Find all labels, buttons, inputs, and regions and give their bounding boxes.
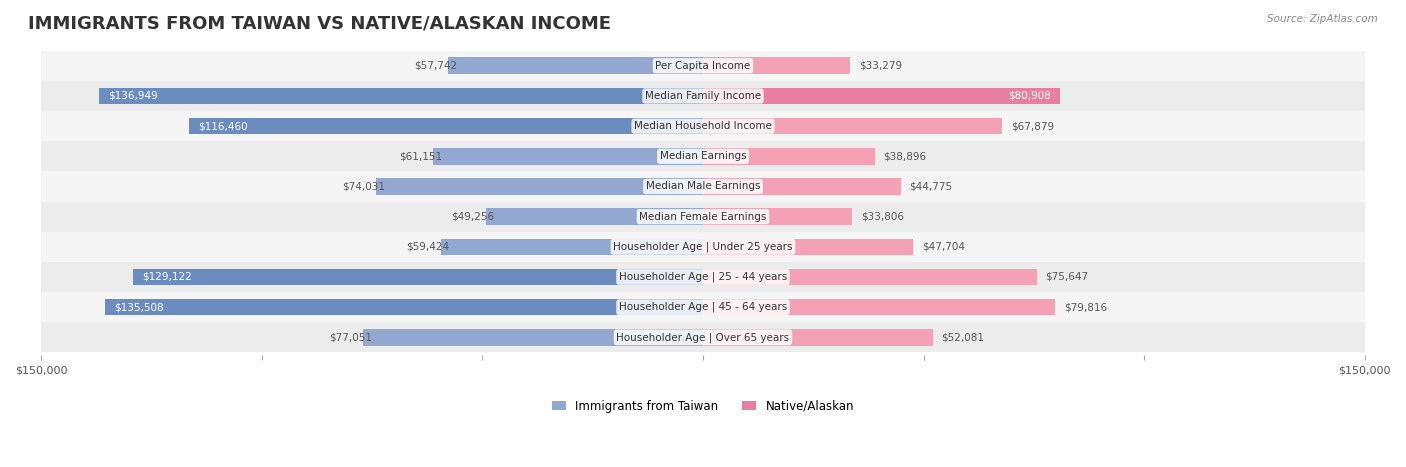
Text: $33,806: $33,806 xyxy=(860,212,904,222)
Bar xyxy=(441,239,703,255)
Bar xyxy=(190,118,703,134)
Text: $129,122: $129,122 xyxy=(142,272,193,282)
Text: $33,279: $33,279 xyxy=(859,61,901,71)
Bar xyxy=(703,178,900,195)
Text: $59,424: $59,424 xyxy=(406,242,450,252)
Bar xyxy=(41,141,1365,171)
Text: Source: ZipAtlas.com: Source: ZipAtlas.com xyxy=(1267,14,1378,24)
Bar xyxy=(363,329,703,346)
Text: $47,704: $47,704 xyxy=(922,242,966,252)
Bar xyxy=(703,269,1036,285)
Bar xyxy=(703,208,852,225)
Bar xyxy=(41,322,1365,353)
Bar xyxy=(703,57,849,74)
Bar xyxy=(41,51,1365,81)
Text: $57,742: $57,742 xyxy=(413,61,457,71)
Text: Median Household Income: Median Household Income xyxy=(634,121,772,131)
Bar xyxy=(41,81,1365,111)
Text: $80,908: $80,908 xyxy=(1008,91,1052,101)
Text: $44,775: $44,775 xyxy=(910,182,952,191)
Bar xyxy=(703,88,1060,104)
Text: $74,031: $74,031 xyxy=(342,182,385,191)
Bar xyxy=(449,57,703,74)
Text: $67,879: $67,879 xyxy=(1011,121,1054,131)
Text: Householder Age | Over 65 years: Householder Age | Over 65 years xyxy=(616,332,790,343)
Bar xyxy=(703,239,914,255)
Text: $116,460: $116,460 xyxy=(198,121,247,131)
Text: Median Family Income: Median Family Income xyxy=(645,91,761,101)
Bar xyxy=(377,178,703,195)
Text: $52,081: $52,081 xyxy=(942,333,984,342)
Text: IMMIGRANTS FROM TAIWAN VS NATIVE/ALASKAN INCOME: IMMIGRANTS FROM TAIWAN VS NATIVE/ALASKAN… xyxy=(28,14,612,32)
Text: Householder Age | Under 25 years: Householder Age | Under 25 years xyxy=(613,241,793,252)
Text: $135,508: $135,508 xyxy=(114,302,163,312)
Text: Householder Age | 45 - 64 years: Householder Age | 45 - 64 years xyxy=(619,302,787,312)
Text: $136,949: $136,949 xyxy=(108,91,157,101)
Bar xyxy=(134,269,703,285)
Text: $38,896: $38,896 xyxy=(883,151,927,161)
Bar xyxy=(703,118,1002,134)
Text: $49,256: $49,256 xyxy=(451,212,495,222)
Bar xyxy=(703,299,1054,316)
Text: Median Male Earnings: Median Male Earnings xyxy=(645,182,761,191)
Bar xyxy=(41,232,1365,262)
Text: Per Capita Income: Per Capita Income xyxy=(655,61,751,71)
Bar xyxy=(105,299,703,316)
Bar xyxy=(703,148,875,164)
Text: Median Earnings: Median Earnings xyxy=(659,151,747,161)
Bar xyxy=(485,208,703,225)
Bar xyxy=(703,329,932,346)
Text: $61,151: $61,151 xyxy=(399,151,441,161)
Text: Median Female Earnings: Median Female Earnings xyxy=(640,212,766,222)
Legend: Immigrants from Taiwan, Native/Alaskan: Immigrants from Taiwan, Native/Alaskan xyxy=(547,395,859,417)
Bar xyxy=(41,262,1365,292)
Bar xyxy=(41,292,1365,322)
Text: $79,816: $79,816 xyxy=(1064,302,1107,312)
Bar xyxy=(98,88,703,104)
Bar xyxy=(41,171,1365,202)
Text: $75,647: $75,647 xyxy=(1046,272,1088,282)
Text: $77,051: $77,051 xyxy=(329,333,373,342)
Bar xyxy=(433,148,703,164)
Text: Householder Age | 25 - 44 years: Householder Age | 25 - 44 years xyxy=(619,272,787,282)
Bar xyxy=(41,111,1365,141)
Bar xyxy=(41,202,1365,232)
